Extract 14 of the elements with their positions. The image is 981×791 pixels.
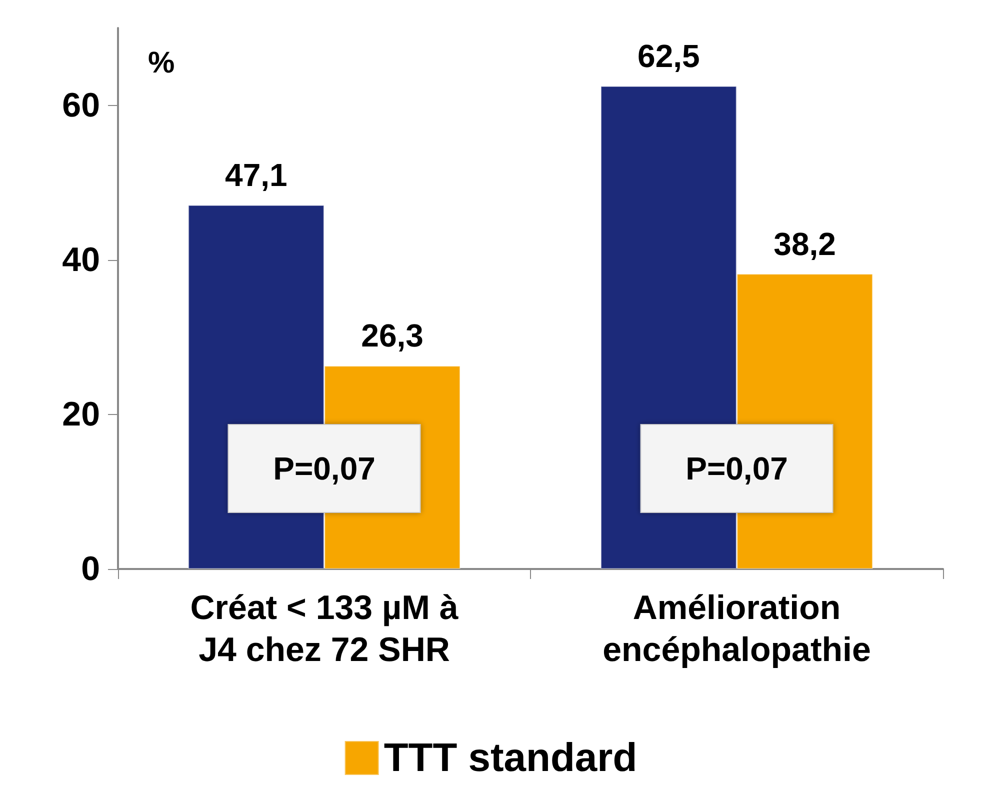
x-tick-label: Créat < 133 µM à J4 chez 72 SHR xyxy=(190,589,458,669)
annotation: P=0,07 xyxy=(273,450,376,487)
x-tick-label: Amélioration encéphalopathie xyxy=(602,589,871,669)
y-axis-title: % xyxy=(148,46,175,80)
y-tick-label: 0 xyxy=(81,550,100,588)
data-label: 62,5 xyxy=(638,38,700,74)
y-tick-label: 40 xyxy=(62,240,100,279)
data-label: 47,1 xyxy=(225,156,288,193)
data-label: 38,2 xyxy=(774,226,836,262)
legend-label: TTT standard xyxy=(384,736,638,780)
annotation: P=0,07 xyxy=(686,450,788,487)
y-tick-label: 60 xyxy=(62,86,100,124)
y-tick-label: 20 xyxy=(62,395,100,434)
data-label: 26,3 xyxy=(361,318,424,354)
